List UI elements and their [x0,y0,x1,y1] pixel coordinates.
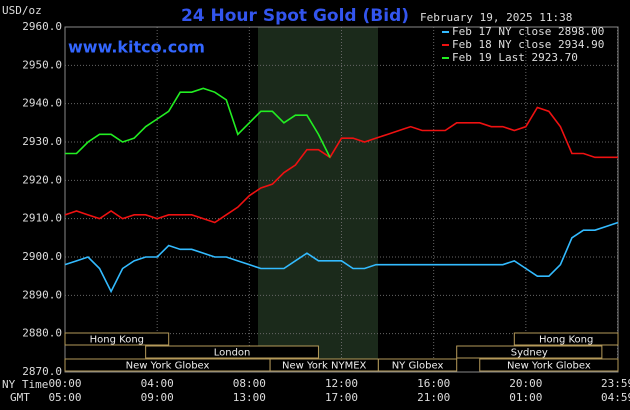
x2-tick-label: 17:00 [325,391,358,404]
x2-tick-label: 05:00 [48,391,81,404]
x-tick-label: 12:00 [325,377,358,390]
x2-tick-label: 09:00 [141,391,174,404]
legend-label: Feb 19 Last 2923.70 [452,51,578,64]
x2-axis-label: GMT [10,391,30,404]
legend-label: Feb 18 NY close 2934.90 [452,38,604,51]
series-line [64,106,618,224]
session-bar [145,345,319,359]
series-line [65,87,331,158]
session-bar [513,332,619,346]
session-label: New York NYMEX [282,361,367,372]
y-tick-label: 2960.0 [22,20,62,33]
x2-tick-label: 04:59 [601,391,630,404]
x-tick-label: 08:00 [233,377,266,390]
x-axis-label: NY Time [2,378,48,391]
x-tick-label: 04:00 [141,377,174,390]
x-tick-label: 20:00 [509,377,542,390]
y-tick-label: 2950.0 [22,58,62,71]
y-tick-label: 2870.0 [22,365,62,378]
y-tick-label: 2890.0 [22,288,62,301]
x2-tick-label: 01:00 [509,391,542,404]
comex-shade [258,27,378,372]
watermark: www.kitco.com [68,38,205,57]
session-bar [64,332,170,346]
x-tick-label: 23:59 [601,377,630,390]
subtitle: February 19, 2025 11:38 [420,11,572,24]
series-line [64,221,619,294]
y-tick-label: 2920.0 [22,173,62,186]
session-label: London [214,348,251,359]
plot-frame [64,26,619,373]
session-label: Sydney [511,348,548,359]
x-tick-label: 00:00 [48,377,81,390]
session-label: New York Globex [126,361,210,372]
x2-tick-label: 21:00 [417,391,450,404]
session-label: NY Globex [392,361,444,372]
session-bar [456,345,603,359]
y-tick-label: 2930.0 [22,135,62,148]
y-tick-label: 2880.0 [22,327,62,340]
y-tick-label: 2900.0 [22,250,62,263]
y-tick-label: 2910.0 [22,212,62,225]
y-tick-label: 2940.0 [22,97,62,110]
x-tick-label: 16:00 [417,377,450,390]
x2-tick-label: 13:00 [233,391,266,404]
session-bar [479,358,619,372]
session-label: Hong Kong [539,335,593,346]
session-label: Hong Kong [90,335,144,346]
legend-label: Feb 17 NY close 2898.00 [452,25,604,38]
session-label: New York Globex [507,361,591,372]
chart-title: 24 Hour Spot Gold (Bid) [181,6,409,26]
session-bar [377,358,458,372]
y-axis-label: USD/oz [2,4,42,17]
